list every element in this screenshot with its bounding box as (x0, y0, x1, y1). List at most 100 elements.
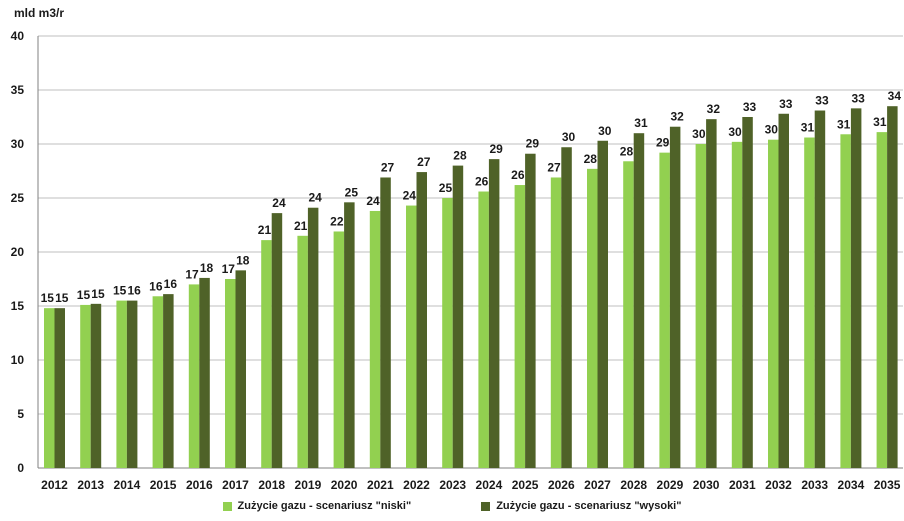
data-label: 27 (381, 160, 395, 174)
x-tick-label: 2025 (512, 478, 539, 492)
bar-niski-2027 (587, 168, 598, 468)
x-tick-label: 2016 (186, 478, 213, 492)
x-tick-label: 2030 (693, 478, 720, 492)
data-label: 26 (511, 168, 525, 182)
bar-niski-2015 (152, 296, 164, 468)
data-label: 30 (562, 130, 576, 144)
y-tick-label: 25 (11, 191, 25, 205)
data-label: 26 (475, 175, 489, 189)
data-label: 33 (851, 91, 865, 105)
x-tick-label: 2029 (657, 478, 684, 492)
x-tick-label: 2033 (801, 478, 828, 492)
data-label: 30 (765, 123, 779, 137)
data-label: 33 (815, 94, 829, 108)
x-tick-label: 2021 (367, 478, 394, 492)
data-label: 30 (598, 124, 612, 138)
bar-niski-2023 (442, 198, 453, 468)
data-label: 21 (258, 223, 272, 237)
data-label: 21 (294, 219, 308, 233)
legend-label-wysoki: Zużycie gazu - scenariusz "wysoki" (496, 500, 682, 512)
bars (44, 106, 898, 469)
bar-wysoki-2034 (850, 108, 862, 469)
data-label: 29 (489, 142, 503, 156)
y-tick-label: 40 (11, 29, 25, 43)
bar-niski-2017 (225, 279, 236, 468)
bar-niski-2029 (659, 152, 670, 468)
x-tick-label: 2035 (874, 478, 901, 492)
data-label: 31 (873, 115, 887, 129)
x-tick-label: 2012 (41, 478, 68, 492)
x-tick-label: 2022 (403, 478, 430, 492)
legend: Zużycie gazu - scenariusz "niski" Zużyci… (0, 500, 904, 512)
y-tick-label: 35 (11, 83, 25, 97)
x-tick-label: 2026 (548, 478, 575, 492)
bar-niski-2026 (550, 177, 562, 469)
data-label: 25 (439, 181, 453, 195)
data-label: 32 (670, 110, 684, 124)
data-label: 33 (743, 100, 757, 114)
data-label: 31 (634, 116, 648, 130)
data-label: 16 (149, 279, 163, 293)
x-tick-label: 2024 (476, 478, 503, 492)
data-label: 18 (200, 261, 214, 275)
legend-item-niski: Zużycie gazu - scenariusz "niski" (222, 500, 412, 512)
data-label: 32 (707, 102, 721, 116)
data-label: 27 (547, 160, 561, 174)
bar-niski-2022 (406, 205, 417, 468)
bar-wysoki-2024 (488, 159, 500, 468)
x-tick-label: 2031 (729, 478, 756, 492)
bar-wysoki-2025 (525, 153, 536, 468)
bar-niski-2019 (297, 235, 308, 468)
bar-niski-2024 (478, 191, 489, 468)
y-tick-label: 10 (11, 353, 25, 367)
data-label: 15 (91, 287, 105, 301)
bar-wysoki-2027 (597, 140, 608, 468)
y-tick-label: 5 (17, 407, 24, 421)
data-label: 30 (692, 127, 706, 141)
x-tick-label: 2023 (439, 478, 466, 492)
data-label: 15 (41, 291, 55, 305)
data-label: 34 (888, 89, 902, 103)
data-label: 24 (272, 196, 286, 210)
bar-wysoki-2018 (271, 213, 283, 468)
y-tick-label: 20 (11, 245, 25, 259)
data-label: 33 (779, 97, 793, 111)
bar-wysoki-2022 (416, 172, 427, 468)
data-label: 16 (164, 277, 178, 291)
data-label: 18 (236, 253, 250, 267)
data-label: 17 (222, 262, 236, 276)
bar-niski-2032 (768, 139, 779, 468)
data-label: 24 (308, 191, 322, 205)
x-tick-label: 2028 (620, 478, 647, 492)
bar-niski-2031 (731, 141, 743, 468)
bar-niski-2018 (261, 240, 272, 468)
bar-wysoki-2029 (669, 126, 681, 468)
bar-wysoki-2026 (561, 147, 572, 469)
data-label: 29 (526, 137, 540, 151)
bar-niski-2012 (44, 308, 55, 468)
bar-wysoki-2016 (199, 277, 210, 468)
bar-niski-2035 (876, 132, 888, 468)
bar-niski-2030 (695, 144, 707, 468)
y-tick-label: 30 (11, 137, 25, 151)
bar-wysoki-2015 (163, 294, 174, 468)
bar-niski-2033 (804, 137, 815, 468)
x-axis-ticks: 2012 2013 2014 2015 2016 2017 2018 2019 2020 2021… (41, 478, 901, 492)
x-tick-label: 2018 (258, 478, 285, 492)
bar-niski-2028 (623, 161, 634, 468)
bar-niski-2014 (116, 300, 127, 468)
bar-wysoki-2017 (235, 270, 246, 468)
x-tick-label: 2019 (295, 478, 322, 492)
y-tick-label: 0 (17, 461, 24, 475)
y-axis-unit-label: mld m3/r (14, 6, 65, 20)
x-tick-label: 2027 (584, 478, 611, 492)
data-label: 15 (113, 284, 127, 298)
bar-wysoki-2033 (814, 110, 826, 469)
legend-label-niski: Zużycie gazu - scenariusz "niski" (237, 500, 412, 512)
x-tick-label: 2017 (222, 478, 249, 492)
bar-wysoki-2028 (633, 133, 645, 468)
bar-wysoki-2035 (887, 106, 898, 468)
bar-wysoki-2020 (344, 202, 355, 468)
legend-item-wysoki: Zużycie gazu - scenariusz "wysoki" (481, 500, 681, 512)
